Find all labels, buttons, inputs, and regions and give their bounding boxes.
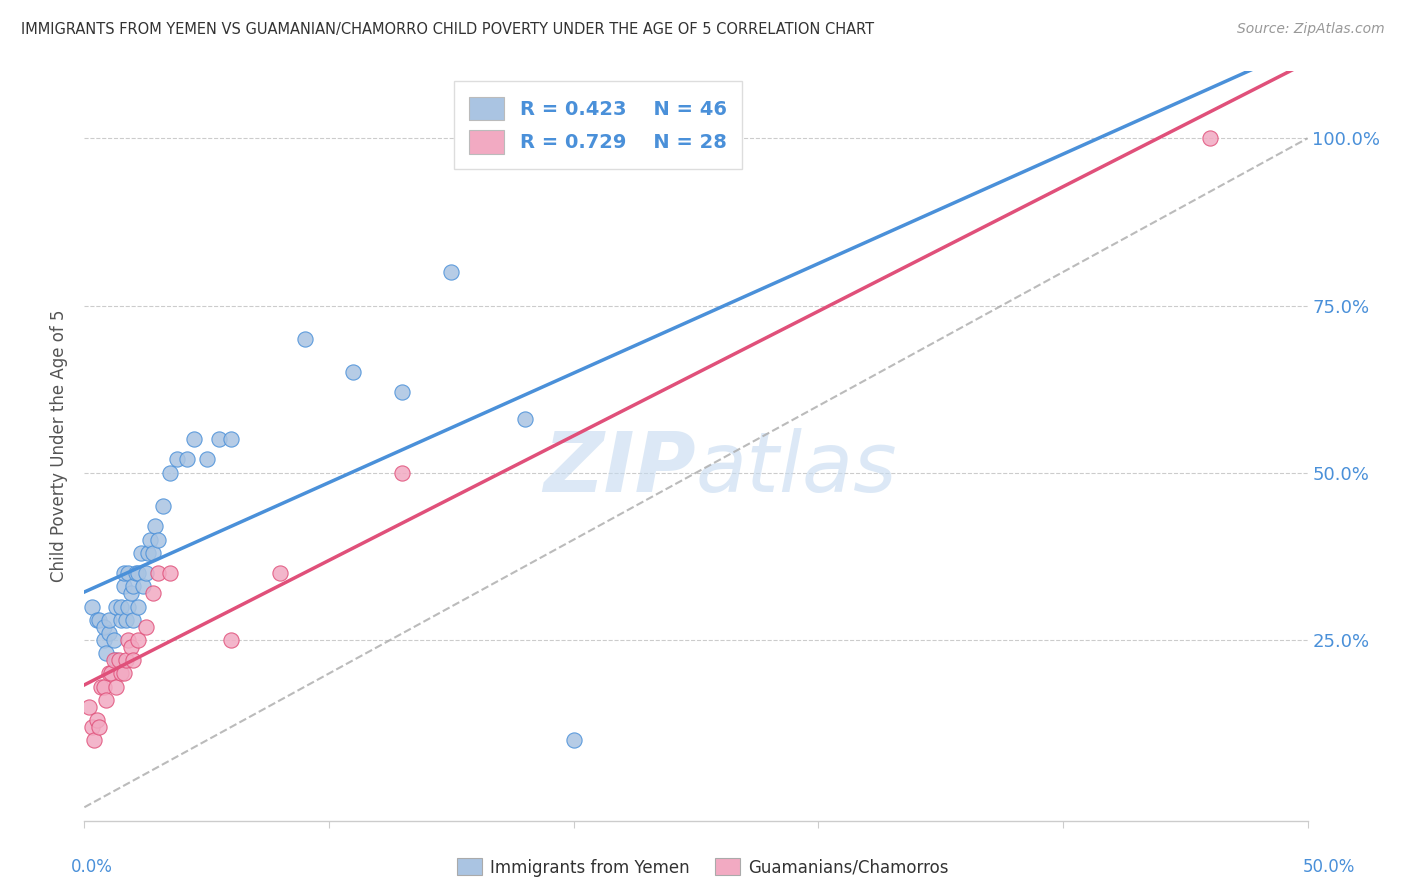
Text: 0.0%: 0.0% <box>70 858 112 876</box>
Point <box>112 666 135 681</box>
Point <box>110 599 132 614</box>
Point <box>152 500 174 514</box>
Point <box>122 653 145 667</box>
Point <box>208 433 231 447</box>
Point <box>136 546 159 560</box>
Point <box>159 466 181 480</box>
Point <box>105 680 128 694</box>
Point <box>117 566 139 581</box>
Point <box>112 580 135 594</box>
Point <box>97 613 120 627</box>
Legend: R = 0.423    N = 46, R = 0.729    N = 28: R = 0.423 N = 46, R = 0.729 N = 28 <box>454 81 742 169</box>
Point <box>87 613 110 627</box>
Point <box>93 680 115 694</box>
Point <box>143 519 166 533</box>
Point <box>127 633 149 648</box>
Point <box>112 566 135 581</box>
Y-axis label: Child Poverty Under the Age of 5: Child Poverty Under the Age of 5 <box>51 310 69 582</box>
Point <box>115 613 138 627</box>
Point <box>219 433 242 447</box>
Point <box>83 733 105 747</box>
Point <box>183 433 205 447</box>
Point <box>97 666 120 681</box>
Point <box>120 586 142 600</box>
Point <box>440 265 463 279</box>
Point <box>96 693 118 707</box>
Point <box>120 640 142 654</box>
Point <box>90 680 112 694</box>
Point <box>122 613 145 627</box>
Point <box>269 566 291 581</box>
Point <box>135 566 157 581</box>
Point <box>100 666 122 681</box>
Point <box>294 332 316 346</box>
Point <box>391 385 413 400</box>
Point <box>176 452 198 467</box>
Text: ZIP: ZIP <box>543 428 696 509</box>
Point <box>97 626 120 640</box>
Text: 50.0%: 50.0% <box>1302 858 1355 876</box>
Point <box>105 599 128 614</box>
Point <box>86 613 108 627</box>
Point <box>139 533 162 547</box>
Point <box>103 633 125 648</box>
Point <box>117 633 139 648</box>
Point <box>166 452 188 467</box>
Point <box>142 546 165 560</box>
Point <box>115 653 138 667</box>
Point <box>110 613 132 627</box>
Point <box>127 566 149 581</box>
Point <box>135 620 157 634</box>
Point <box>391 466 413 480</box>
Point <box>93 620 115 634</box>
Text: IMMIGRANTS FROM YEMEN VS GUAMANIAN/CHAMORRO CHILD POVERTY UNDER THE AGE OF 5 COR: IMMIGRANTS FROM YEMEN VS GUAMANIAN/CHAMO… <box>21 22 875 37</box>
Point <box>513 412 536 426</box>
Point <box>562 733 585 747</box>
Text: Source: ZipAtlas.com: Source: ZipAtlas.com <box>1237 22 1385 37</box>
Point <box>80 599 103 614</box>
Point <box>110 666 132 681</box>
Point <box>146 566 169 581</box>
Point <box>93 633 115 648</box>
Legend: Immigrants from Yemen, Guamanians/Chamorros: Immigrants from Yemen, Guamanians/Chamor… <box>450 852 956 883</box>
Point <box>129 546 152 560</box>
Point <box>127 599 149 614</box>
Point <box>142 586 165 600</box>
Point <box>342 366 364 380</box>
Point <box>77 700 100 714</box>
Point <box>87 720 110 734</box>
Point <box>122 580 145 594</box>
Text: atlas: atlas <box>696 428 897 509</box>
Point <box>159 566 181 581</box>
Point <box>195 452 218 467</box>
Point <box>132 580 155 594</box>
Point <box>80 720 103 734</box>
Point <box>1198 131 1220 145</box>
Point <box>105 653 128 667</box>
Point <box>86 714 108 728</box>
Point <box>125 566 148 581</box>
Point <box>219 633 242 648</box>
Point <box>117 599 139 614</box>
Point <box>103 653 125 667</box>
Point <box>96 646 118 660</box>
Point <box>107 653 129 667</box>
Point <box>146 533 169 547</box>
